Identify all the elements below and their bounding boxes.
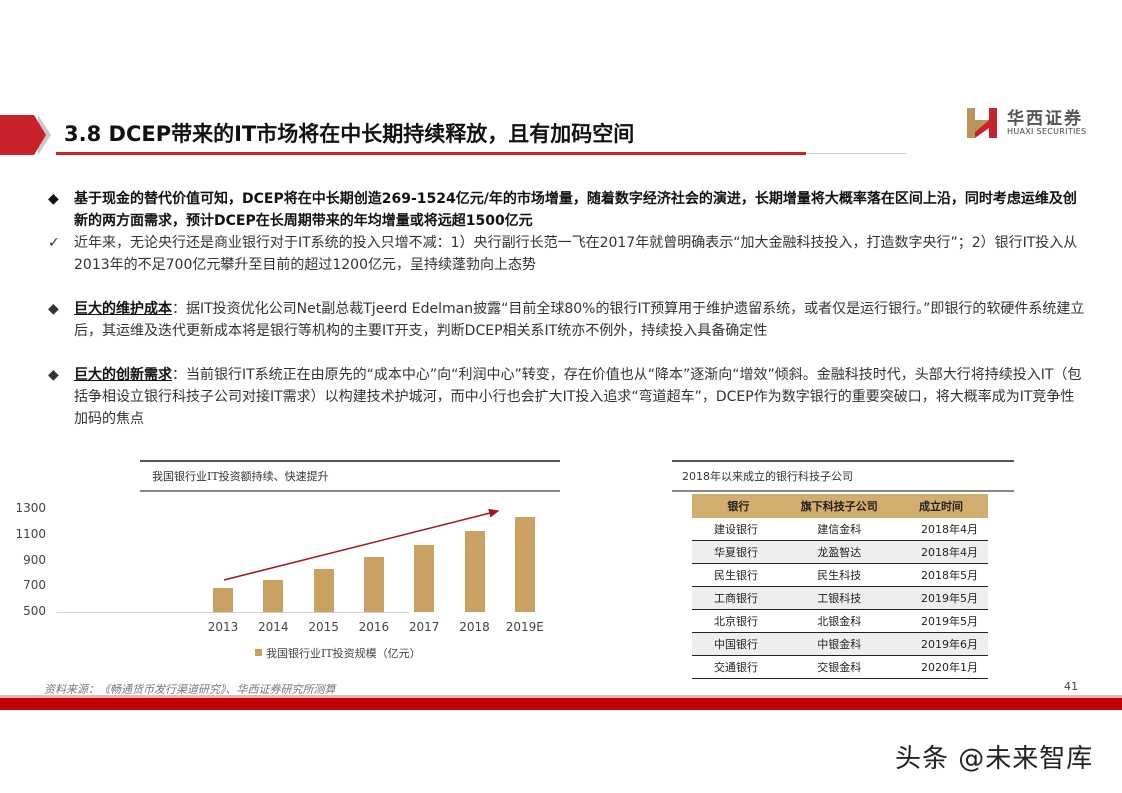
x-tick: 2013 [207,620,239,634]
chart-title-rule [140,490,560,492]
checkmark-icon: ✓ [48,235,60,251]
bullet-investment-trend: ✓ 近年来，无论央行还是商业银行对于IT系统的投入只增不减：1）央行副行长范一飞… [48,232,1088,276]
bank-it-investment-chart: 我国银行业IT投资额持续、快速提升 [140,460,560,670]
bar-2014 [263,579,284,612]
bar-2013 [213,588,233,612]
footer-bar [0,698,1122,710]
table-row: 民生银行 民生科技 2018年5月 [692,563,988,587]
x-tick: 2019E [505,620,544,634]
subsidiary-cell: 建信金科 [784,518,894,541]
bar-2019E [514,516,535,612]
subsidiary-cell: 工银科技 [784,586,894,610]
bullet-heading: 巨大的创新需求 [74,367,172,383]
legend-label: 我国银行业IT投资规模（亿元） [266,647,421,660]
table-row: 北京银行 北银金科 2019年5月 [692,609,988,633]
bullet-maintenance-cost: ◆ 巨大的维护成本：据IT投资优化公司Net副总裁Tjeerd Edelman披… [48,298,1088,342]
logo-english-name: HUAXI SECURITIES [1007,127,1087,136]
y-tick: 1100 [15,527,46,541]
chart-top-rule [140,460,560,462]
diamond-bullet-icon: ◆ [48,367,59,383]
date-cell: 2020年1月 [893,655,988,679]
title-underline [56,152,806,155]
table-title-rule [672,490,1014,492]
bullet-list: ◆ 基于现金的替代价值可知，DCEP将在中长期创造269-1524亿元/年的市场… [48,188,1088,430]
bullet-text: ：当前银行IT系统正在由原先的“成本中心”向“利润中心”转变，存在价值也从“降本… [74,367,1082,427]
title-underline-extension [806,153,906,154]
bullet-heading: 巨大的维护成本 [74,301,172,317]
huaxi-logo-icon [967,108,997,138]
page-number: 41 [1064,680,1078,693]
date-cell: 2019年6月 [893,632,988,656]
x-tick: 2017 [408,620,440,634]
y-tick: 1300 [15,501,46,515]
date-cell: 2019年5月 [893,609,988,633]
title-tab-arrow [34,115,46,155]
bullet-text: 近年来，无论央行还是商业银行对于IT系统的投入只增不减：1）央行副行长范一飞在2… [74,235,1078,273]
subsidiaries-table: 银行 旗下科技子公司 成立时间 建设银行 建信金科 2018年4月 华夏银行 龙盈智达… [692,494,988,679]
subsidiary-cell: 交银金科 [784,655,894,679]
bank-cell: 北京银行 [692,609,785,633]
bar-2017 [414,544,435,612]
date-cell: 2018年4月 [893,540,988,564]
bank-cell: 建设银行 [692,518,785,541]
bank-cell: 工商银行 [692,586,785,610]
date-cell: 2018年4月 [893,518,988,541]
legend-swatch [255,649,262,656]
subsidiary-cell: 北银金科 [784,609,894,633]
logo-chinese-name: 华西证券 [1007,109,1083,129]
bullet-summary: ◆ 基于现金的替代价值可知，DCEP将在中长期创造269-1524亿元/年的市场… [48,188,1088,232]
bar-2016 [363,557,384,612]
column-header-bank: 银行 [692,494,785,518]
table-row: 华夏银行 龙盈智达 2018年4月 [692,540,988,564]
subsidiary-cell: 民生科技 [784,563,894,587]
date-cell: 2018年5月 [893,563,988,587]
table-row: 中国银行 中银金科 2019年6月 [692,632,988,656]
bank-cell: 华夏银行 [692,540,785,564]
table-top-rule [672,460,1014,462]
chart-title: 我国银行业IT投资额持续、快速提升 [152,470,329,483]
subsidiary-cell: 龙盈智达 [784,540,894,564]
bullet-text: ：据IT投资优化公司Net副总裁Tjeerd Edelman披露“目前全球80%… [74,301,1085,339]
y-tick: 700 [23,578,46,592]
date-cell: 2019年5月 [893,586,988,610]
bullet-text: 基于现金的替代价值可知，DCEP将在中长期创造269-1524亿元/年的市场增量… [74,191,1077,229]
diamond-bullet-icon: ◆ [48,301,59,317]
column-header-subsidiary: 旗下科技子公司 [784,494,894,518]
table-row: 交通银行 交银金科 2020年1月 [692,655,988,679]
title-tab [0,115,34,155]
bank-cell: 交通银行 [692,655,785,679]
table-title: 2018年以来成立的银行科技子公司 [682,470,853,483]
y-tick: 500 [23,604,46,618]
bullet-innovation-demand: ◆ 巨大的创新需求：当前银行IT系统正在由原先的“成本中心”向“利润中心”转变，… [48,364,1088,430]
chart-legend: 我国银行业IT投资规模（亿元） [255,645,421,661]
subsidiary-cell: 中银金科 [784,632,894,656]
bar-2015 [313,568,334,612]
x-tick: 2014 [258,620,289,634]
page-title: 3.8 DCEP带来的IT市场将在中长期持续释放，且有加码空间 [64,122,635,146]
bank-fintech-subsidiaries-table-box: 2018年以来成立的银行科技子公司 银行 旗下科技子公司 成立时间 建设银行 建信… [672,460,1014,679]
table-row: 工商银行 工银科技 2019年5月 [692,586,988,610]
y-tick: 900 [23,553,46,567]
company-logo: 华西证券 HUAXI SECURITIES [965,106,1105,142]
diamond-bullet-icon: ◆ [48,191,59,207]
bank-cell: 中国银行 [692,632,785,656]
watermark: 头条 @未来智库 [895,744,1094,774]
x-axis-line [57,612,409,613]
column-header-date: 成立时间 [893,494,988,518]
x-tick: 2015 [308,620,339,634]
table-row: 建设银行 建信金科 2018年4月 [692,518,988,541]
source-note: 资料来源：《畅通货币发行渠道研究》、华西证券研究所测算 [44,683,336,696]
bank-cell: 民生银行 [692,563,785,587]
x-tick: 2016 [358,620,390,634]
footer-bar-highlight [0,695,1122,698]
bar-2018 [464,531,485,612]
x-tick: 2018 [459,620,490,634]
